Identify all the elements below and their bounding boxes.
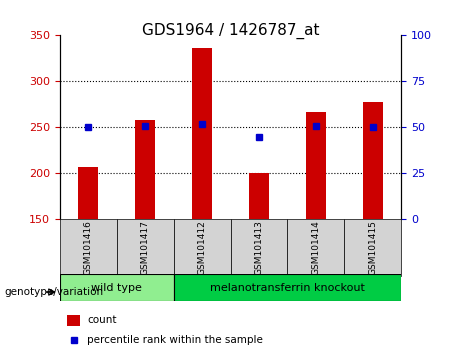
- FancyBboxPatch shape: [344, 219, 401, 276]
- FancyBboxPatch shape: [174, 274, 401, 301]
- Bar: [363, 102, 383, 219]
- FancyBboxPatch shape: [230, 219, 287, 276]
- Text: genotype/variation: genotype/variation: [5, 287, 104, 297]
- Text: percentile rank within the sample: percentile rank within the sample: [87, 335, 263, 345]
- FancyBboxPatch shape: [60, 219, 117, 276]
- Bar: [192, 48, 212, 219]
- Text: GSM101415: GSM101415: [368, 220, 377, 275]
- Text: GSM101413: GSM101413: [254, 220, 263, 275]
- FancyBboxPatch shape: [287, 219, 344, 276]
- Bar: [249, 173, 269, 219]
- Text: GSM101416: GSM101416: [84, 220, 93, 275]
- Text: GSM101417: GSM101417: [141, 220, 150, 275]
- FancyBboxPatch shape: [174, 219, 230, 276]
- Text: melanotransferrin knockout: melanotransferrin knockout: [210, 282, 365, 293]
- Text: count: count: [87, 315, 117, 325]
- Bar: [67, 315, 80, 326]
- Text: GSM101414: GSM101414: [311, 221, 320, 275]
- Bar: [306, 112, 326, 219]
- FancyBboxPatch shape: [60, 274, 174, 301]
- Text: wild type: wild type: [91, 282, 142, 293]
- Bar: [135, 120, 155, 219]
- Text: GSM101412: GSM101412: [198, 221, 207, 275]
- Bar: [78, 167, 98, 219]
- FancyBboxPatch shape: [117, 219, 174, 276]
- Text: GDS1964 / 1426787_at: GDS1964 / 1426787_at: [142, 23, 319, 39]
